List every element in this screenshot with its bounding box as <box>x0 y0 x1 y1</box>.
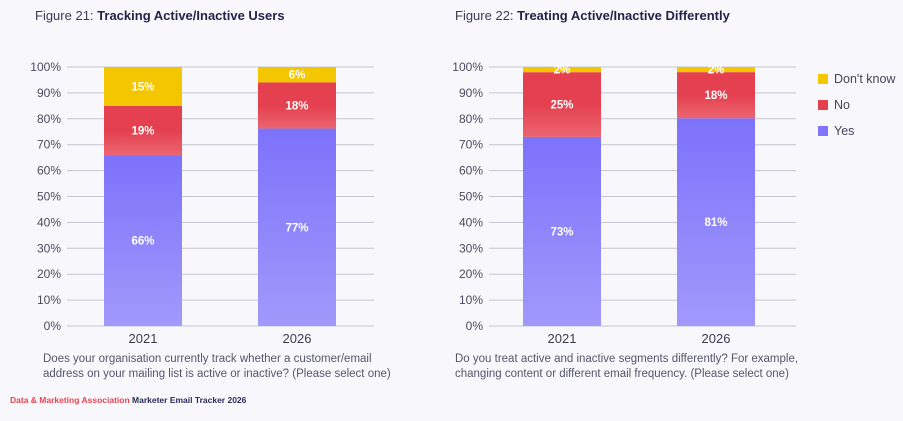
figure-21-title: Figure 21: Tracking Active/Inactive User… <box>35 8 285 23</box>
bar-segment-yes <box>677 118 755 326</box>
legend: Don't know No Yes <box>818 66 895 144</box>
bar-segment-dontknow <box>104 67 182 106</box>
legend-swatch <box>818 126 828 136</box>
y-tick-label: 70% <box>37 138 61 152</box>
bar-segment-yes <box>523 136 601 326</box>
footer-report: Marketer Email Tracker 2026 <box>132 395 247 405</box>
bar-segment-dontknow <box>677 67 755 73</box>
bar-segment-yes <box>258 128 336 326</box>
data-label: 73% <box>550 226 573 238</box>
data-label: 77% <box>285 222 308 234</box>
legend-item-yes: Yes <box>818 118 895 144</box>
y-tick-label: 0% <box>466 319 484 333</box>
data-label: 2% <box>554 65 571 77</box>
footer-org: Data & Marketing Association <box>10 395 130 405</box>
y-tick-label: 30% <box>459 241 483 255</box>
y-tick-label: 100% <box>30 60 61 74</box>
legend-label: Yes <box>834 124 855 138</box>
data-label: 19% <box>131 125 154 137</box>
bar-segment-no <box>523 72 601 137</box>
data-label: 18% <box>704 90 727 102</box>
y-tick-label: 100% <box>452 60 483 74</box>
legend-swatch <box>818 100 828 110</box>
y-tick-label: 20% <box>37 267 61 281</box>
data-label: 25% <box>550 100 573 112</box>
figure-label: Figure 21: <box>35 8 94 23</box>
y-tick-label: 20% <box>459 267 483 281</box>
y-tick-label: 30% <box>37 241 61 255</box>
figure-21-question: Does your organisation currently track w… <box>43 353 391 380</box>
data-label: 81% <box>704 217 727 229</box>
y-tick-label: 10% <box>37 293 61 307</box>
data-label: 66% <box>131 236 154 248</box>
y-tick-label: 60% <box>459 164 483 178</box>
figure-label: Figure 22: <box>455 8 514 23</box>
y-tick-label: 70% <box>459 138 483 152</box>
data-label: 6% <box>289 70 306 82</box>
figure-22-title: Figure 22: Treating Active/Inactive Diff… <box>455 8 730 23</box>
y-tick-label: 50% <box>37 190 61 204</box>
figure-22-question: Do you treat active and inactive segment… <box>455 353 799 380</box>
legend-item-no: No <box>818 92 895 118</box>
y-tick-label: 10% <box>459 293 483 307</box>
legend-item-dont-know: Don't know <box>818 66 895 92</box>
y-tick-label: 60% <box>37 164 61 178</box>
legend-label: Don't know <box>834 72 896 86</box>
x-tick-label: 2021 <box>129 331 158 346</box>
footer: Data & Marketing Association Marketer Em… <box>10 395 246 405</box>
bar-segment-dontknow <box>523 67 601 73</box>
x-tick-label: 2026 <box>283 331 312 346</box>
data-label: 2% <box>708 65 725 77</box>
y-tick-label: 90% <box>459 86 483 100</box>
bar-segment-no <box>677 72 755 119</box>
bar-segment-no <box>104 105 182 156</box>
x-tick-label: 2026 <box>702 331 731 346</box>
legend-label: No <box>834 98 850 112</box>
bar-segment-dontknow <box>258 67 336 83</box>
data-label: 18% <box>285 100 308 112</box>
data-label: 15% <box>131 81 154 93</box>
y-tick-label: 0% <box>44 319 62 333</box>
y-tick-label: 40% <box>459 215 483 229</box>
bar-segment-no <box>258 82 336 129</box>
y-tick-label: 90% <box>37 86 61 100</box>
x-tick-label: 2021 <box>548 331 577 346</box>
y-tick-label: 80% <box>37 112 61 126</box>
y-tick-label: 50% <box>459 190 483 204</box>
y-tick-label: 80% <box>459 112 483 126</box>
bar-segment-yes <box>104 155 182 326</box>
legend-swatch <box>818 74 828 84</box>
chart-title: Treating Active/Inactive Differently <box>517 8 730 23</box>
chart-title: Tracking Active/Inactive Users <box>97 8 285 23</box>
y-tick-label: 40% <box>37 215 61 229</box>
